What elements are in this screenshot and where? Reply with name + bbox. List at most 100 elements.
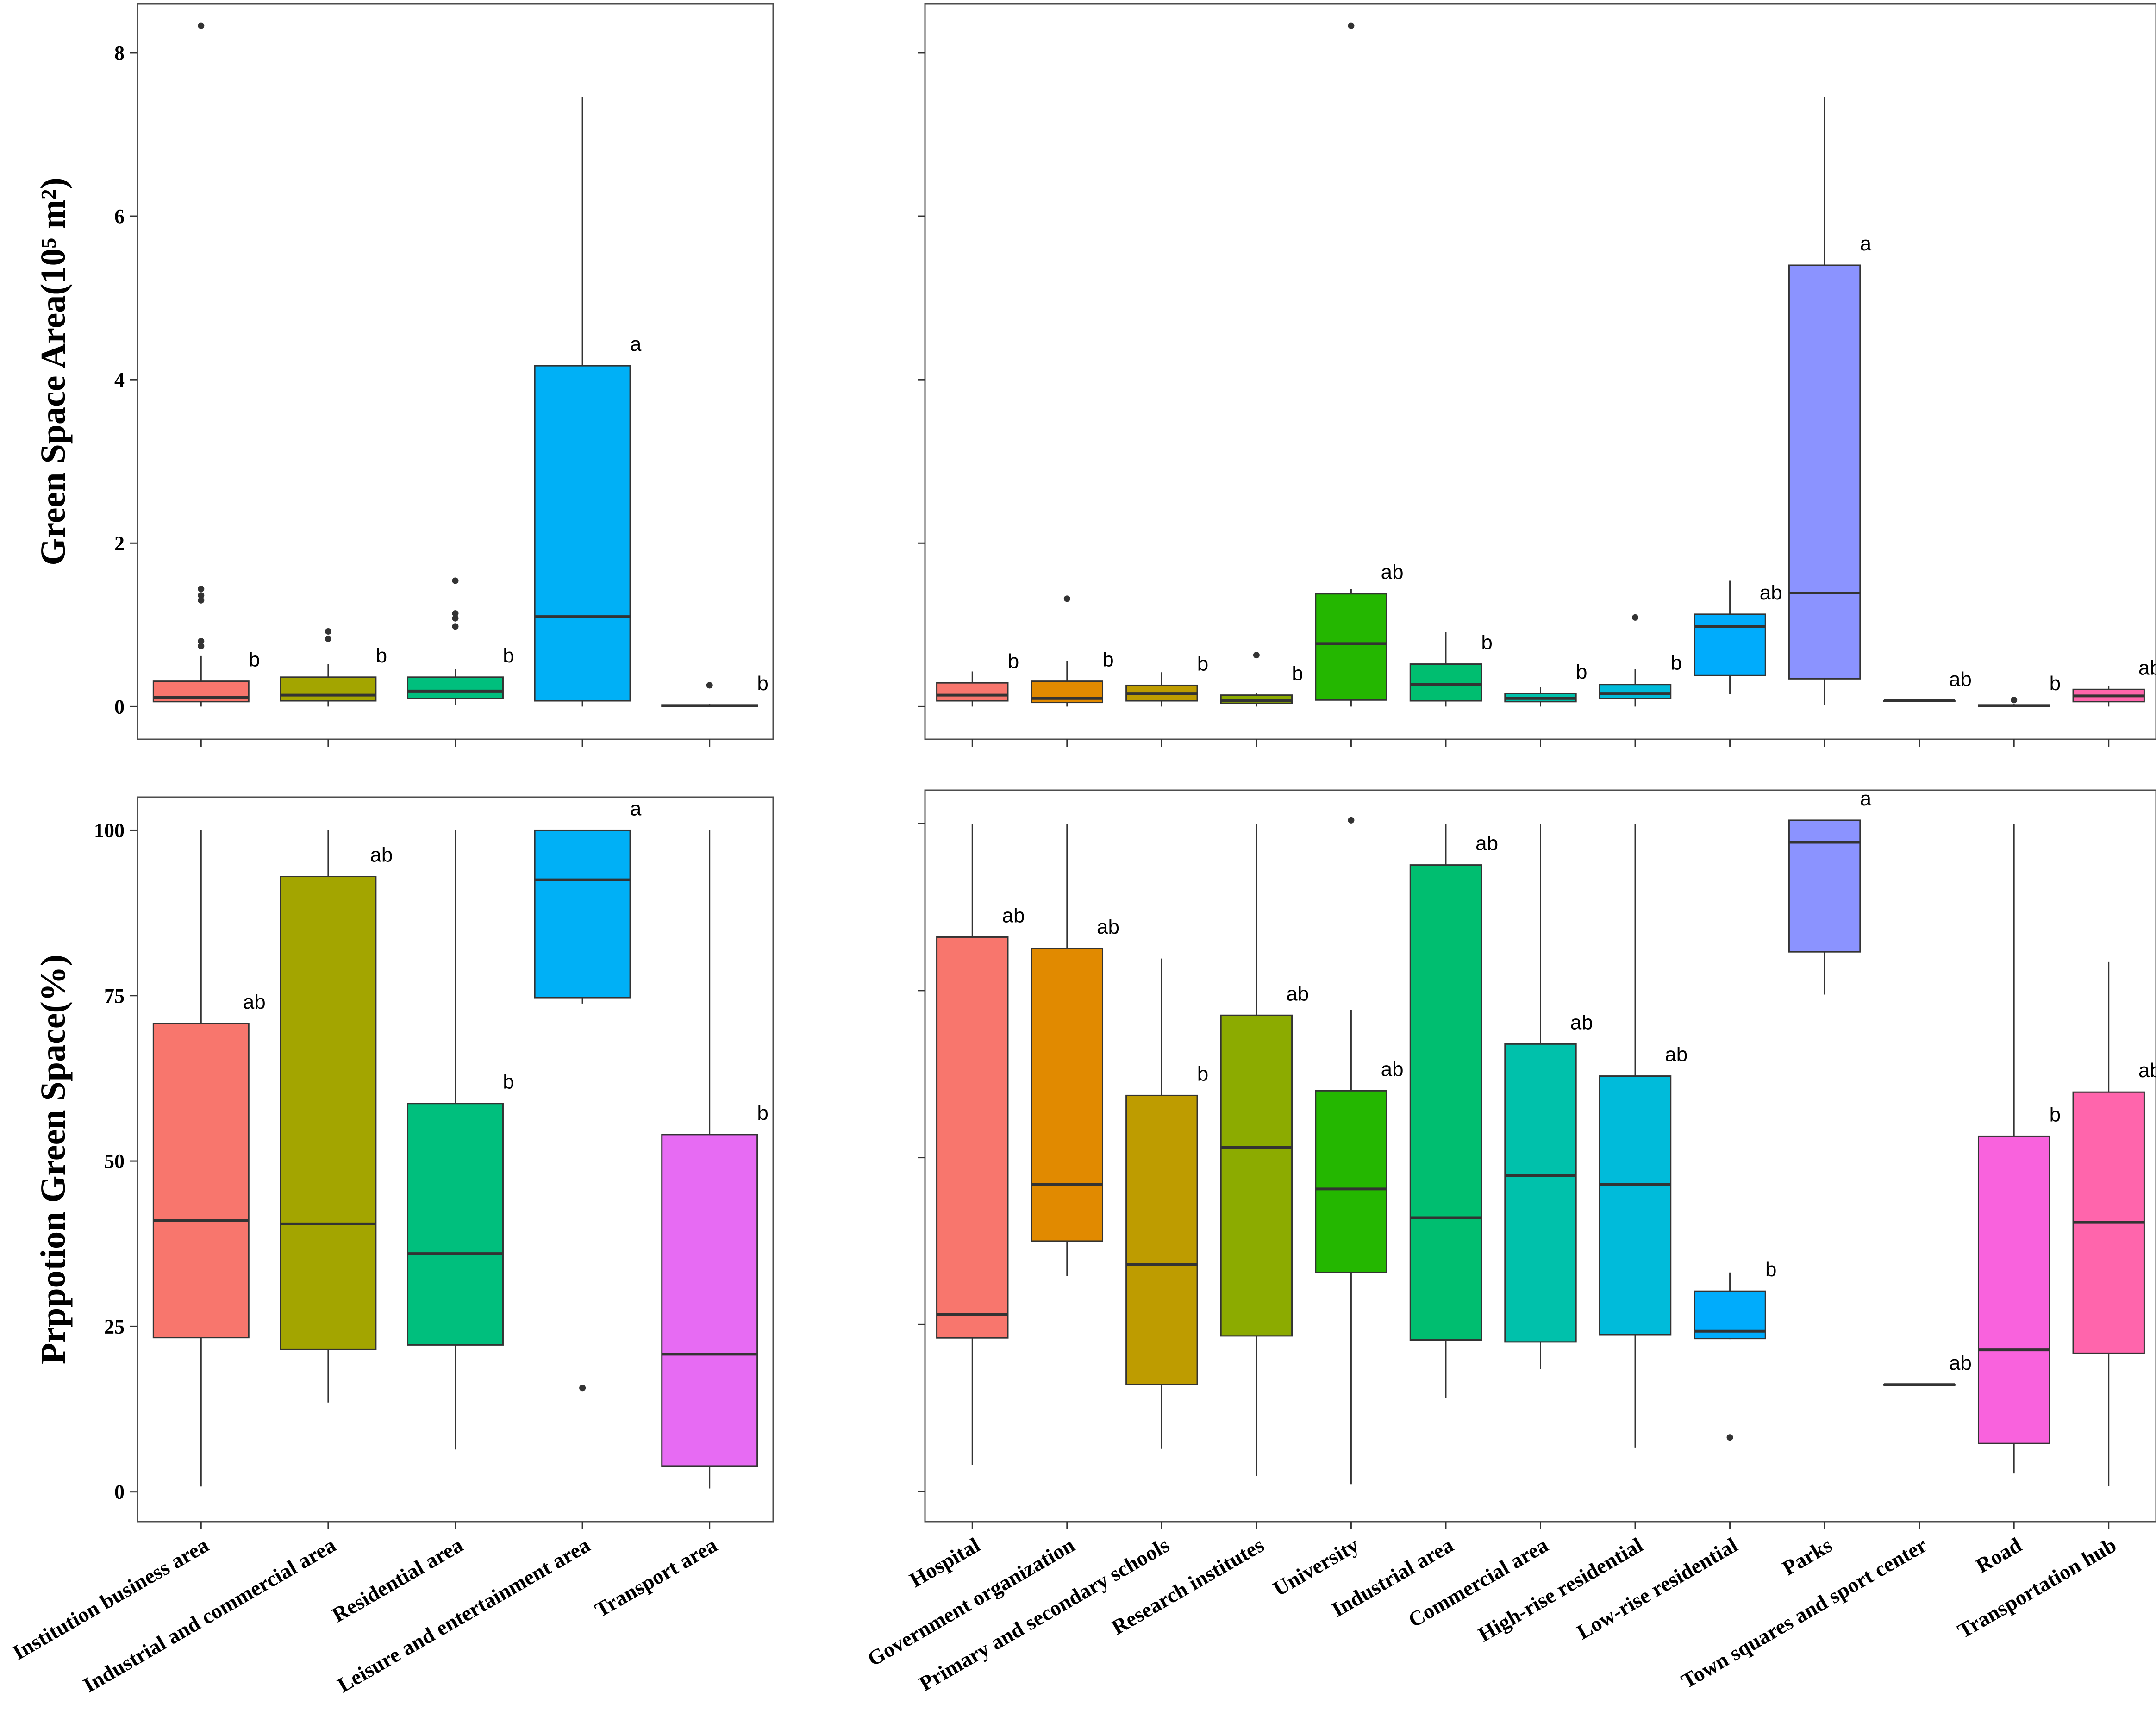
significance-letter: b [1670, 652, 1681, 674]
outlier-point [198, 638, 205, 645]
box [1315, 593, 1387, 701]
box [1504, 1043, 1577, 1343]
significance-letter: b [2050, 672, 2061, 695]
outlier-point [325, 635, 331, 642]
y-tick-label: 25 [104, 1315, 125, 1338]
panel-p2: b b b b ab b b b ab a ab b ab [918, 3, 2156, 747]
box-group: b [661, 672, 769, 747]
significance-letter: a [1860, 232, 1872, 255]
box-group: b [936, 650, 1019, 747]
significance-letter: ab [1381, 1058, 1404, 1080]
box [1694, 613, 1766, 676]
y-tick-label: 75 [104, 985, 125, 1007]
box-group: b [1031, 595, 1114, 747]
outlier-point [452, 577, 459, 584]
box [1220, 1014, 1293, 1337]
box [1599, 1075, 1672, 1336]
box-group: ab Hospital [906, 824, 1025, 1592]
significance-letter: ab [1665, 1043, 1687, 1066]
box-group: b [1125, 652, 1208, 747]
significance-letter: ab [1949, 668, 1972, 691]
box [1977, 1135, 2050, 1444]
box [661, 1134, 758, 1467]
box [1409, 864, 1482, 1341]
significance-letter: ab [1286, 982, 1309, 1005]
significance-letter: b [503, 644, 514, 667]
y-tick-label: 50 [104, 1150, 125, 1173]
box-group: a [534, 97, 642, 747]
significance-letter: b [503, 1071, 514, 1093]
y-tick-label: 0 [114, 1481, 125, 1504]
box-group: b [1599, 614, 1682, 747]
significance-letter: ab [2138, 656, 2156, 679]
x-tick-label: High-rise residential [1474, 1533, 1647, 1646]
significance-letter: b [1576, 661, 1587, 683]
outlier-point [1348, 817, 1355, 824]
outlier-point [1253, 652, 1260, 659]
significance-letter: ab [1097, 916, 1119, 938]
box [407, 676, 504, 699]
significance-letter: ab [1949, 1352, 1972, 1374]
outlier-point [198, 643, 205, 649]
box [280, 676, 377, 702]
outlier-point [1632, 614, 1639, 621]
significance-letter: ab [370, 844, 393, 867]
significance-letter: ab [2138, 1059, 2156, 1082]
significance-letter: b [757, 672, 768, 695]
outlier-point [198, 597, 205, 604]
box [1788, 264, 1861, 680]
box [1315, 1090, 1387, 1273]
significance-letter: b [1197, 652, 1208, 675]
box [534, 365, 631, 702]
y-tick-label: 4 [114, 368, 125, 391]
significance-letter: b [1292, 662, 1303, 685]
y-axis-title: Green Space Area(10⁵ m²) [34, 177, 73, 566]
outlier-point [706, 682, 713, 689]
significance-letter: ab [243, 991, 266, 1013]
box-group: b [152, 22, 260, 747]
significance-letter: ab [1760, 581, 1782, 604]
significance-letter: a [630, 797, 642, 820]
significance-letter: b [376, 644, 387, 667]
significance-letter: a [630, 333, 642, 356]
box-group: a Parks [1778, 787, 1872, 1580]
y-tick-label: 8 [114, 42, 125, 64]
y-axis-title: Prppotion Green Space(%) [34, 955, 73, 1364]
significance-letter: ab [1381, 561, 1404, 584]
y-tick-label: 2 [114, 532, 125, 555]
outlier-point [452, 610, 459, 617]
plot-frame [924, 3, 2156, 740]
box-group: b Road [1972, 824, 2061, 1578]
outlier-point [1063, 595, 1070, 602]
outlier-point [452, 615, 459, 622]
box-group: b [280, 628, 387, 747]
significance-letter: ab [1570, 1011, 1593, 1034]
significance-letter: ab [1002, 904, 1025, 927]
box-group: b [1504, 661, 1587, 747]
panel-p1: 0 2 4 6 8 Green Space Area(10⁵ m²) b b b a b [34, 3, 774, 747]
x-tick-label: Transportation hub [1954, 1533, 2120, 1642]
box-group: b [1977, 672, 2061, 747]
outlier-point [198, 22, 205, 29]
box-group: b [1220, 652, 1303, 747]
box [936, 682, 1009, 702]
outlier-point [452, 623, 459, 630]
x-tick-label: Institution business area [8, 1533, 212, 1664]
significance-letter: ab [1475, 832, 1498, 855]
box-group: ab [1694, 580, 1782, 747]
x-tick-label: Low-rise residential [1573, 1533, 1741, 1644]
x-tick-label: Leisure and entertainment area [333, 1533, 594, 1697]
x-tick-label: Research institutes [1107, 1533, 1268, 1639]
significance-letter: b [2050, 1103, 2061, 1126]
outlier-point [1348, 22, 1355, 29]
significance-letter: a [1860, 787, 1872, 810]
x-tick-label: Road [1972, 1533, 2026, 1578]
box-group: a [1788, 97, 1872, 747]
outlier-point [325, 628, 331, 635]
box [1599, 684, 1672, 699]
significance-letter: b [1008, 650, 1019, 673]
box [1031, 948, 1104, 1242]
significance-letter: b [1102, 649, 1113, 671]
